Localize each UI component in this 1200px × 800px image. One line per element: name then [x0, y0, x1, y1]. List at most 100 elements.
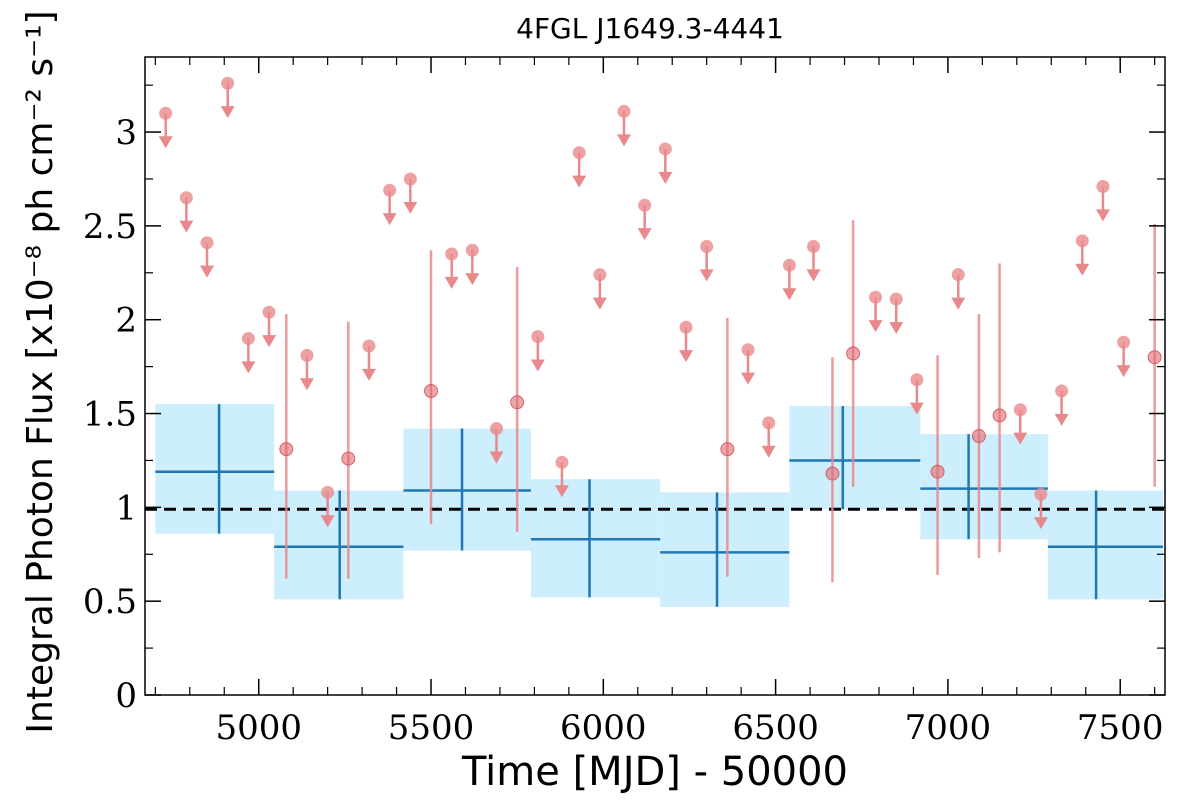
upper-limit-arrowhead — [382, 213, 397, 226]
upper-limit-point — [638, 198, 652, 212]
upper-limit-arrowhead — [1013, 432, 1028, 445]
upper-limit-point — [1075, 234, 1089, 248]
long-bin-band — [155, 404, 275, 534]
upper-limit-point — [807, 240, 821, 254]
upper-limit-arrowhead — [1054, 413, 1069, 426]
long-bin-band — [1047, 490, 1163, 600]
upper-limit-arrowhead — [1033, 517, 1048, 530]
y-tick-label: 1 — [115, 488, 137, 528]
upper-limit-point — [262, 305, 276, 319]
upper-limit-arrowhead — [1095, 209, 1110, 222]
long-bin-band — [789, 406, 921, 510]
detection-point — [825, 466, 840, 481]
upper-limit-point — [159, 106, 173, 120]
upper-limit-arrowhead — [403, 201, 418, 214]
upper-limit-arrowhead — [572, 175, 587, 188]
upper-limit-point — [531, 330, 545, 344]
x-tick-label: 6500 — [732, 708, 819, 748]
long-bin-band — [920, 434, 1048, 540]
y-tick-label: 0 — [115, 676, 137, 716]
upper-limit-point — [321, 485, 335, 499]
upper-limit-point — [1055, 384, 1069, 398]
upper-limit-point — [679, 320, 693, 334]
x-tick-label: 5500 — [388, 708, 475, 748]
upper-limit-point — [1096, 179, 1110, 193]
plot-area: 5000 5500 6000 6500 7000 7500 0 0.5 1 1.5 2 2.5 3 — [83, 56, 1166, 748]
x-tick-label: 7000 — [905, 708, 992, 748]
x-axis-title: Time [MJD] - 50000 — [461, 749, 848, 795]
chart-title: 4FGL J1649.3-4441 — [516, 12, 784, 45]
detection-point — [279, 442, 294, 457]
y-tick-label: 0.5 — [83, 582, 137, 622]
y-tick-label: 3 — [115, 113, 137, 153]
y-axis-title: Integral Photon Flux [x10⁻⁸ ph cm⁻² s⁻¹] — [20, 10, 61, 733]
upper-limit-point — [951, 268, 965, 282]
upper-limit-point — [1034, 487, 1048, 501]
upper-limit-arrowhead — [1075, 263, 1090, 276]
x-tick-label: 5000 — [215, 708, 302, 748]
upper-limit-point — [221, 76, 235, 90]
upper-limit-arrowhead — [637, 228, 652, 241]
long-bin-band — [660, 492, 790, 607]
x-tick-label: 7500 — [1077, 708, 1164, 748]
upper-limit-arrowhead — [465, 273, 480, 286]
upper-limit-point — [403, 172, 417, 186]
detection-point — [424, 384, 439, 399]
upper-limit-point — [1117, 335, 1131, 349]
detection-point — [1147, 350, 1162, 365]
upper-limit-arrowhead — [592, 297, 607, 310]
upper-limit-point — [700, 240, 714, 254]
upper-limit-arrowhead — [761, 445, 776, 458]
upper-limit-arrowhead — [158, 136, 173, 149]
upper-limit-arrowhead — [658, 171, 673, 184]
upper-limit-point — [593, 268, 607, 282]
upper-limit-point — [762, 416, 776, 430]
upper-limit-arrowhead — [679, 350, 694, 363]
y-tick-label: 2.5 — [83, 207, 137, 247]
detection-point — [341, 451, 356, 466]
upper-limit-point — [200, 236, 214, 250]
upper-limit-point — [617, 104, 631, 118]
upper-limit-arrowhead — [951, 297, 966, 310]
upper-limit-arrowhead — [200, 265, 215, 278]
upper-limit-arrowhead — [220, 106, 235, 119]
upper-limit-point — [782, 258, 796, 272]
upper-limit-arrowhead — [616, 134, 631, 147]
upper-limit-point — [889, 292, 903, 306]
detection-point — [971, 429, 986, 444]
upper-limit-arrowhead — [782, 288, 797, 301]
upper-limit-arrowhead — [320, 515, 335, 528]
upper-limit-point — [489, 422, 503, 436]
upper-limit-point — [383, 183, 397, 197]
upper-limit-arrowhead — [554, 485, 569, 498]
upper-limit-arrowhead — [241, 361, 256, 374]
detection-point — [510, 395, 525, 410]
upper-limit-arrowhead — [741, 372, 756, 385]
upper-limit-point — [741, 343, 755, 357]
upper-limit-point — [658, 142, 672, 156]
upper-limit-point — [300, 348, 314, 362]
upper-limit-arrowhead — [299, 378, 314, 391]
upper-limit-arrowhead — [889, 321, 904, 334]
plot-frame — [144, 56, 1166, 696]
upper-limit-arrowhead — [699, 269, 714, 282]
upper-limit-arrowhead — [179, 220, 194, 233]
detection-point — [992, 408, 1007, 423]
detection-point — [846, 346, 861, 361]
upper-limit-arrowhead — [530, 359, 545, 372]
upper-limit-point — [910, 373, 924, 387]
x-tick-label: 6000 — [560, 708, 647, 748]
upper-limit-point — [555, 455, 569, 469]
detection-point — [930, 464, 945, 479]
detection-point — [720, 442, 735, 457]
upper-limit-arrowhead — [909, 402, 924, 415]
upper-limit-arrowhead — [262, 335, 277, 348]
upper-limit-arrowhead — [489, 451, 504, 464]
upper-limit-point — [572, 146, 586, 160]
upper-limit-point — [362, 339, 376, 353]
upper-limit-arrowhead — [444, 276, 459, 289]
upper-limit-point — [241, 331, 255, 345]
upper-limit-point — [179, 191, 193, 205]
upper-limit-arrowhead — [361, 368, 376, 381]
